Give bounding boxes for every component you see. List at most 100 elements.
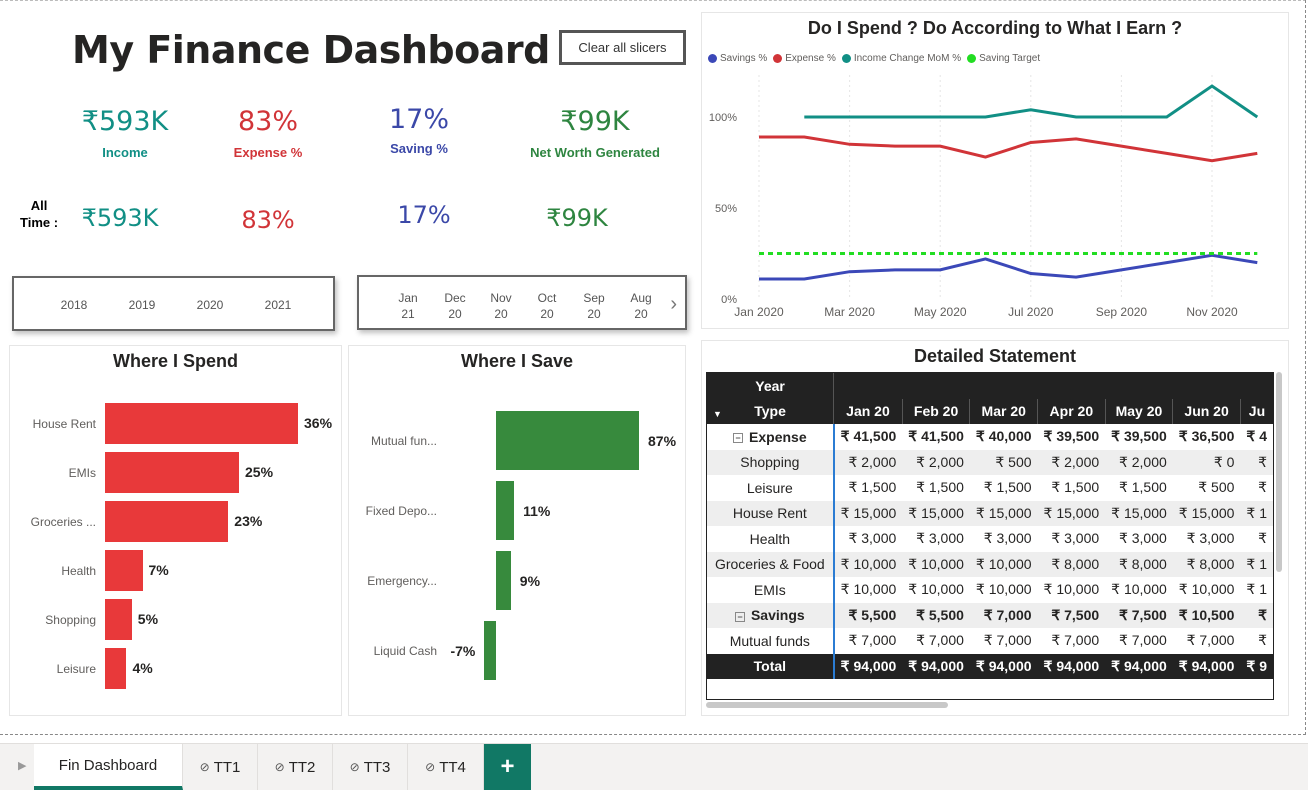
vertical-scrollbar[interactable] [1276, 372, 1282, 572]
tab-label: TT2 [288, 758, 316, 776]
bar[interactable] [105, 403, 298, 444]
bar-value-label: 36% [304, 415, 333, 431]
table-cell: ₹ 2,000 [902, 449, 970, 475]
collapse-icon[interactable]: − [733, 433, 744, 444]
bar[interactable] [484, 621, 496, 680]
table-cell: ₹ 7,000 [1051, 632, 1100, 649]
month-header[interactable]: Mar 20 [969, 398, 1038, 424]
table-row: EMIs ₹ 10,000 ₹ 10,000 ₹ 10,000 ₹ 10,000 ₹ 10… [707, 577, 1273, 603]
bar[interactable] [105, 501, 229, 542]
bar[interactable] [496, 551, 511, 610]
table-cell: ₹ 15,000 [1037, 500, 1106, 526]
month-slicer-item[interactable]: Oct 20 [529, 291, 565, 321]
bar[interactable] [496, 481, 515, 540]
bar-category-label: Leisure [56, 662, 96, 676]
tab-label: TT4 [439, 758, 466, 776]
tab-tt2[interactable]: ⊘ TT2 [258, 744, 333, 790]
bar-value-label: 7% [148, 562, 169, 578]
month-slicer-month: Sep [583, 291, 605, 305]
month-slicer-month: Oct [537, 291, 557, 305]
type-header[interactable]: ▼ Type [707, 398, 834, 424]
kpi-net-worth-value: ₹99K [560, 106, 630, 137]
table-cell: ₹ 3,000 [983, 530, 1032, 547]
table-cell: ₹ 10,000 [902, 551, 970, 577]
table-cell: ₹ 2,000 [1105, 449, 1173, 475]
total-cell: ₹ 94,000 [902, 653, 970, 679]
year-slicer-item[interactable]: 2021 [264, 298, 292, 312]
kpi-income-label: Income [102, 145, 148, 160]
year-slicer-item[interactable]: 2020 [196, 298, 224, 312]
month-slicer-item[interactable]: Dec 20 [437, 291, 473, 321]
bar[interactable] [105, 550, 143, 591]
series-line [759, 253, 1258, 281]
month-slicer-item[interactable]: Jan 21 [390, 291, 426, 321]
chevron-right-icon[interactable]: › [670, 293, 677, 315]
tab-tt1[interactable]: ⊘ TT1 [183, 744, 258, 790]
year-slicer-item[interactable]: 2018 [60, 298, 88, 312]
tab-tt3[interactable]: ⊘ TT3 [333, 744, 408, 790]
total-label: Total [707, 653, 835, 679]
tab-fin-dashboard[interactable]: Fin Dashboard [34, 744, 183, 790]
x-tick-label: Mar 2020 [824, 305, 875, 319]
legend-marker [708, 54, 717, 63]
collapse-icon[interactable]: − [734, 611, 745, 622]
kpi-saving-label: Saving % [390, 141, 448, 156]
table-cell: ₹ 1 [1240, 500, 1273, 526]
bar[interactable] [105, 648, 127, 689]
legend-marker [967, 54, 977, 63]
table-cell: ₹ 3,000 [1051, 530, 1100, 547]
horizontal-scrollbar[interactable] [706, 702, 948, 708]
table-row: Shopping ₹ 2,000 ₹ 2,000 ₹ 500 ₹ 2,000 ₹ 2,00… [707, 449, 1273, 475]
bar[interactable] [105, 599, 132, 640]
tab-tt4[interactable]: ⊘ TT4 [408, 744, 484, 790]
add-page-button[interactable]: + [484, 744, 531, 790]
table-cell: ₹ 1 [1246, 581, 1267, 598]
table-row: Health ₹ 3,000 ₹ 3,000 ₹ 3,000 ₹ 3,000 ₹ 3,00… [707, 526, 1273, 552]
row-label[interactable]: − Savings [707, 602, 835, 628]
table-cell: ₹ 36,500 [1178, 428, 1235, 445]
month-header[interactable]: Ju [1239, 398, 1273, 424]
month-header[interactable]: Apr 20 [1037, 398, 1106, 424]
month-header[interactable]: Feb 20 [901, 398, 970, 424]
sort-down-icon[interactable]: ▼ [713, 408, 722, 419]
legend-item[interactable]: Income Change MoM % [841, 53, 961, 64]
table-cell: ₹ 10,000 [1043, 581, 1100, 598]
clear-slicers-button[interactable]: Clear all slicers [559, 30, 686, 65]
table-cell: ₹ 7,000 [848, 632, 897, 649]
legend-item[interactable]: Expense % [773, 53, 836, 64]
year-slicer: 2018 2019 2020 2021 [12, 276, 335, 331]
spend-vs-earn-chart: Do I Spend ? Do According to What I Earn… [701, 12, 1289, 329]
row-label: EMIs [707, 577, 835, 603]
table-cell: ₹ 3,000 [916, 530, 964, 547]
tab-label: TT1 [213, 758, 241, 776]
table-cell: ₹ 1,500 [983, 479, 1032, 496]
month-slicer: Jan 21 Dec 20 Nov 20 Oct 20 Sep 20 Aug 20 › [357, 275, 687, 330]
table-cell: ₹ 1,500 [1051, 479, 1100, 496]
row-label: Shopping [707, 449, 835, 475]
bar[interactable] [105, 452, 240, 493]
month-header[interactable]: Jun 20 [1172, 398, 1241, 424]
row-label[interactable]: − Expense [707, 424, 835, 450]
legend-label: Saving Target [979, 53, 1041, 64]
table-cell: ₹ [1258, 530, 1267, 547]
table-row: − Expense ₹ 41,500 ₹ 41,500 ₹ 40,000 ₹ 39,500… [707, 424, 1273, 450]
month-slicer-item[interactable]: Sep 20 [576, 291, 612, 321]
bar-category-label: Liquid Cash [373, 644, 437, 658]
legend-item[interactable]: Saving Target [967, 53, 1040, 64]
chevron-right-icon[interactable]: ▶ [18, 760, 27, 772]
bar[interactable] [496, 411, 639, 470]
table-cell: ₹ 500 [969, 449, 1038, 475]
month-slicer-year: 20 [540, 307, 554, 321]
table-cell: ₹ 2,000 [1037, 449, 1106, 475]
year-slicer-item[interactable]: 2019 [128, 298, 156, 312]
legend-item[interactable]: Savings % [708, 53, 767, 64]
legend-label: Expense % [785, 53, 836, 64]
row-label-text: EMIs [753, 581, 786, 598]
month-header[interactable]: Jan 20 [833, 398, 903, 424]
total-cell: ₹ 94,000 [969, 653, 1038, 679]
month-slicer-year: 20 [587, 307, 601, 321]
month-slicer-item[interactable]: Nov 20 [483, 291, 519, 321]
month-slicer-item[interactable]: Aug 20 [623, 291, 659, 321]
month-header[interactable]: May 20 [1104, 398, 1173, 424]
